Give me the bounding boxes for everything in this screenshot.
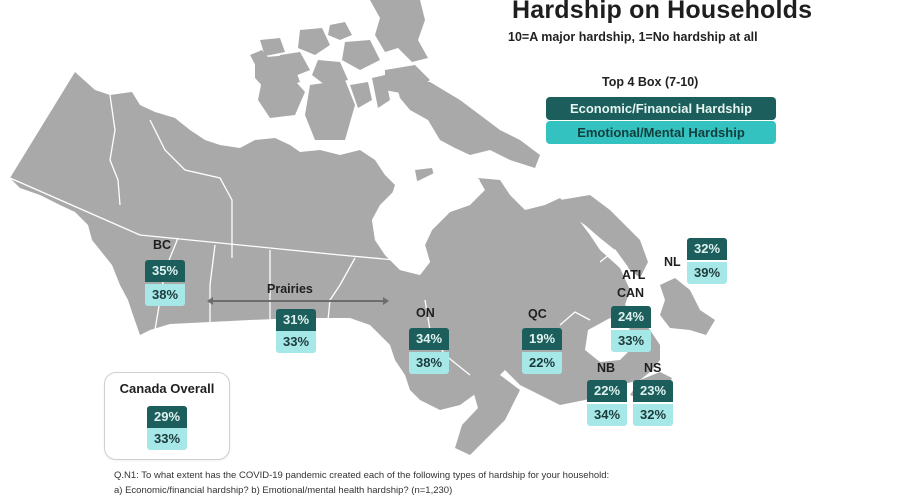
region-label-atl: ATL <box>622 268 646 282</box>
prairies-economic-value: 31% <box>276 309 316 331</box>
legend-economic-hardship: Economic/Financial Hardship <box>546 97 776 120</box>
nl-emotional-value: 39% <box>687 262 727 284</box>
overall-emotional-value: 33% <box>147 428 187 450</box>
page-subtitle: 10=A major hardship, 1=No hardship at al… <box>508 30 758 44</box>
on-emotional-value: 38% <box>409 352 449 374</box>
prairies-span-arrow <box>207 297 389 304</box>
region-label-prairies: Prairies <box>267 282 313 296</box>
region-label-can: CAN <box>617 286 645 300</box>
ns-emotional-value: 32% <box>633 404 673 426</box>
region-label-qc: QC <box>528 307 547 321</box>
bc-emotional-value: 38% <box>145 284 185 306</box>
atl-economic-value: 24% <box>611 306 651 328</box>
qc-economic-value: 19% <box>522 328 562 350</box>
overall-economic-value: 29% <box>147 406 187 428</box>
footnote-question: Q.N1: To what extent has the COVID-19 pa… <box>114 470 610 481</box>
nb-economic-value: 22% <box>587 380 627 402</box>
region-label-ns: NS <box>644 361 662 375</box>
page-title: Hardship on Households <box>512 0 813 24</box>
nl-economic-value: 32% <box>687 238 727 260</box>
footnote-options: a) Economic/financial hardship? b) Emoti… <box>114 485 453 496</box>
canada-overall-label: Canada Overall <box>119 381 215 396</box>
legend-emotional-hardship: Emotional/Mental Hardship <box>546 121 776 144</box>
region-label-nb: NB <box>597 361 616 375</box>
ns-economic-value: 23% <box>633 380 673 402</box>
region-label-nl: NL <box>664 255 681 269</box>
region-label-on: ON <box>416 306 435 320</box>
atl-emotional-value: 33% <box>611 330 651 352</box>
prairies-emotional-value: 33% <box>276 331 316 353</box>
region-label-bc: BC <box>153 238 172 252</box>
legend-heading: Top 4 Box (7-10) <box>602 75 699 89</box>
bc-economic-value: 35% <box>145 260 185 282</box>
canada-overall-card: Canada Overall 29% 33% <box>104 372 230 460</box>
qc-emotional-value: 22% <box>522 352 562 374</box>
on-economic-value: 34% <box>409 328 449 350</box>
nb-emotional-value: 34% <box>587 404 627 426</box>
